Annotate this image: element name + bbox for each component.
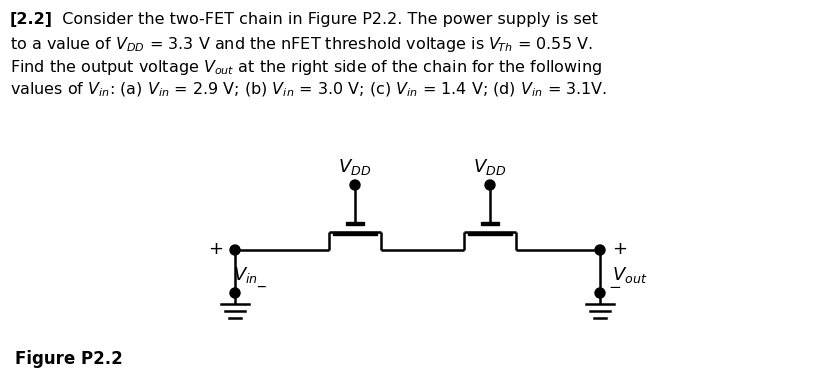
Circle shape [595, 288, 605, 298]
Bar [346, 222, 364, 225]
Text: [2.2]: [2.2] [10, 12, 53, 27]
Bar [333, 232, 377, 235]
Circle shape [485, 180, 495, 190]
Text: +: + [208, 240, 223, 258]
Text: $V_{in}$: $V_{in}$ [233, 265, 258, 285]
Text: Figure P2.2: Figure P2.2 [15, 350, 123, 368]
Text: Consider the two-FET chain in Figure P2.2. The power supply is set: Consider the two-FET chain in Figure P2.… [52, 12, 598, 27]
Text: $V_{out}$: $V_{out}$ [612, 265, 647, 285]
Bar [468, 232, 512, 235]
Text: Find the output voltage $V_{out}$ at the right side of the chain for the followi: Find the output voltage $V_{out}$ at the… [10, 58, 602, 77]
Bar [481, 222, 499, 225]
Circle shape [350, 180, 360, 190]
Text: to a value of $V_{DD}$ = 3.3 V and the nFET threshold voltage is $V_{\!Th}$ = 0.: to a value of $V_{DD}$ = 3.3 V and the n… [10, 35, 593, 54]
Text: $V_{DD}$: $V_{DD}$ [338, 157, 372, 177]
Text: +: + [612, 240, 627, 258]
Text: $V_{DD}$: $V_{DD}$ [473, 157, 507, 177]
Text: values of $V_{in}$: (a) $V_{in}$ = 2.9 V; (b) $V_{in}$ = 3.0 V; (c) $V_{in}$ = 1: values of $V_{in}$: (a) $V_{in}$ = 2.9 V… [10, 81, 607, 99]
Text: $-$: $-$ [608, 279, 621, 293]
Circle shape [595, 245, 605, 255]
Text: _: _ [257, 272, 265, 287]
Circle shape [230, 288, 240, 298]
Circle shape [230, 245, 240, 255]
